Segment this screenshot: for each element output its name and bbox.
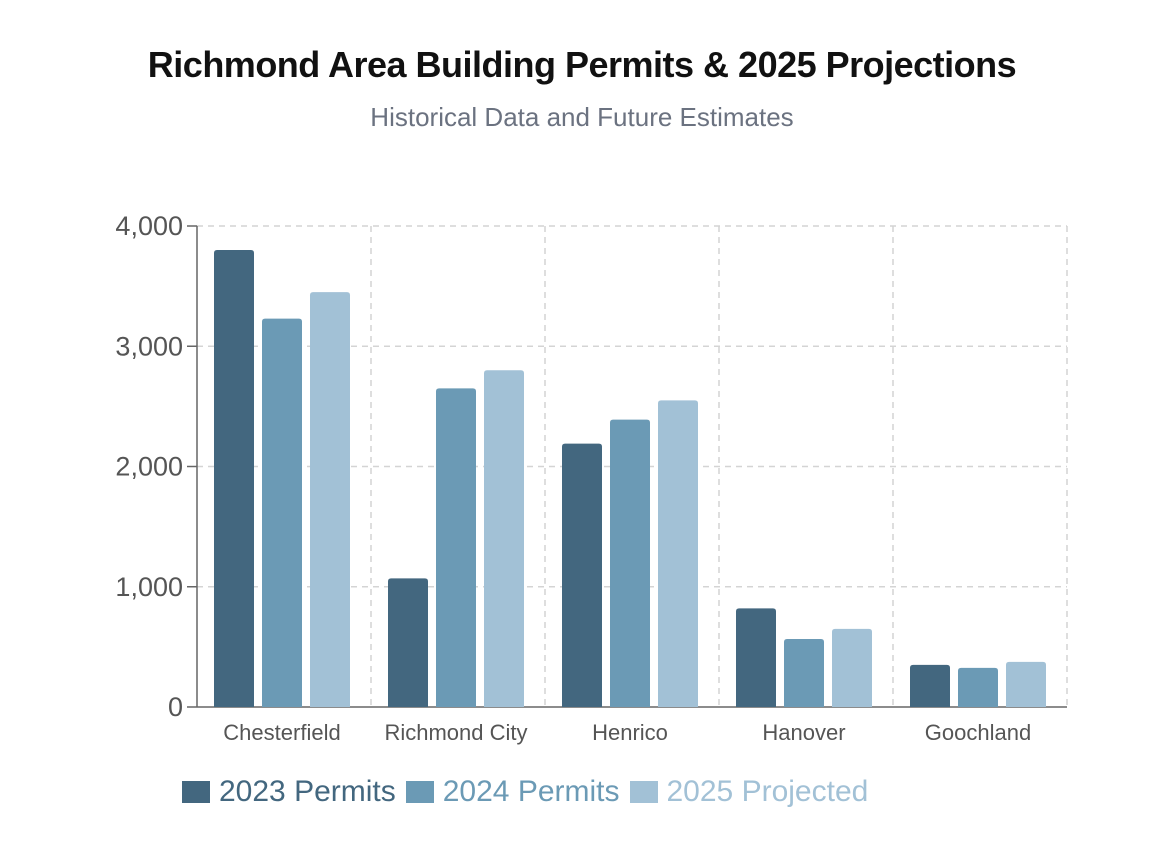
bar-richmond-city-1[interactable]	[436, 388, 476, 707]
bar-richmond-city-2[interactable]	[484, 370, 524, 707]
y-tick-label: 1,000	[115, 572, 183, 602]
y-tick-label: 2,000	[115, 452, 183, 482]
bar-hanover-1[interactable]	[784, 639, 824, 707]
bar-goochland-1[interactable]	[958, 667, 998, 707]
bar-chesterfield-2[interactable]	[310, 292, 350, 707]
bar-goochland-0[interactable]	[910, 664, 950, 707]
x-tick-label: Goochland	[925, 720, 1031, 745]
legend-label: 2023 Permits	[219, 775, 396, 808]
chart-subtitle: Historical Data and Future Estimates	[370, 102, 794, 132]
bar-henrico-0[interactable]	[562, 443, 602, 707]
x-tick-label: Henrico	[592, 720, 668, 745]
y-tick-label: 3,000	[115, 331, 183, 361]
bar-richmond-city-0[interactable]	[388, 578, 428, 707]
bar-hanover-2[interactable]	[832, 628, 872, 707]
x-axis-ticks: Chesterfield Richmond City Henrico Hanover G…	[223, 720, 1031, 745]
legend: 2023 Permits 2024 Permits 2025 Projected	[182, 772, 878, 812]
x-tick-label: Chesterfield	[223, 720, 340, 745]
bar-chesterfield-0[interactable]	[214, 250, 254, 708]
y-axis-ticks: 0 1,000 2,000 3,000 4,000	[115, 211, 183, 722]
x-tick-label: Richmond City	[384, 720, 527, 745]
legend-swatch	[182, 781, 210, 803]
y-tick-label: 0	[168, 692, 183, 722]
legend-item[interactable]: 2025 Projected	[629, 775, 869, 809]
bar-hanover-0[interactable]	[736, 608, 776, 707]
legend-item[interactable]: 2023 Permits	[182, 775, 396, 809]
bar-henrico-2[interactable]	[658, 400, 698, 707]
x-tick-label: Hanover	[762, 720, 845, 745]
legend-item[interactable]: 2024 Permits	[405, 775, 620, 809]
chart-title: Richmond Area Building Permits & 2025 Pr…	[147, 44, 1017, 85]
y-tick-label: 4,000	[115, 211, 183, 241]
legend-label: 2025 Projected	[666, 775, 869, 808]
bars	[214, 250, 1046, 708]
bar-henrico-1[interactable]	[610, 419, 650, 707]
legend-label: 2024 Permits	[442, 775, 620, 808]
bar-chesterfield-1[interactable]	[262, 318, 302, 707]
legend-swatch	[405, 781, 434, 803]
legend-swatch	[629, 781, 658, 803]
bar-goochland-2[interactable]	[1006, 661, 1046, 707]
